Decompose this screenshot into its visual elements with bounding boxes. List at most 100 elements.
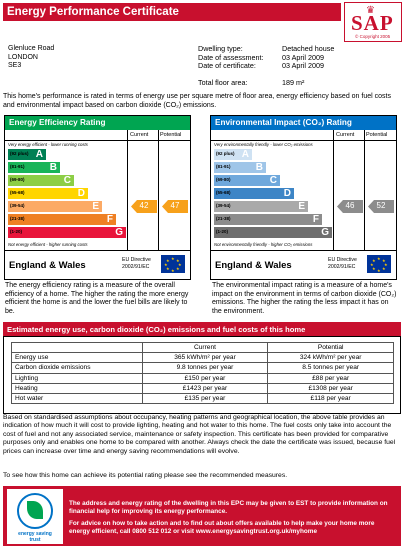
band-c: (69-80) C (8, 175, 74, 186)
eu-directive: EU Directive 2002/91/EC (122, 257, 151, 270)
band-e: (39-54) E (8, 201, 102, 212)
current-column-header: Current (130, 132, 149, 138)
table-cell: 8.5 tonnes per year (267, 362, 394, 374)
table-header-cell (11, 341, 143, 354)
band-letter: D (77, 188, 85, 199)
potential-column-header: Potential (160, 132, 182, 138)
table-row: Hot water £135 per year £118 per year (11, 392, 394, 405)
band-range: (39-54) (216, 203, 231, 208)
environment-footer: England & Wales EU Directive 2002/91/EC … (211, 250, 396, 280)
table-cell: Hot water (11, 392, 143, 405)
table-row: Heating £1423 per year £1308 per year (11, 382, 394, 394)
table-cell: Energy use (11, 352, 143, 364)
table-row: Energy use 365 kWh/m² per year 324 kWh/m² … (11, 352, 394, 364)
band-letter: A (241, 149, 249, 160)
eu-flag-icon: ★ ★ ★ ★ ★ ★ ★ ★ (161, 255, 185, 273)
environmental-impact-title: Environmental Impact (CO₂) Rating (211, 116, 396, 130)
dwelling-type-value: Detached house (282, 44, 335, 53)
band-b: (81-91) B (214, 162, 266, 173)
environment-potential-pointer: 52 (368, 200, 394, 213)
band-f: (21-38) F (214, 214, 322, 225)
table-cell: £135 per year (141, 392, 269, 405)
band-range: (92 plus) (216, 151, 235, 156)
band-e: (39-54) E (214, 201, 308, 212)
band-range: (81-91) (216, 164, 231, 169)
address-line-1: Glenluce Road (8, 45, 55, 52)
costs-table: Current Potential Energy use 365 kWh/m² per… (11, 341, 394, 405)
table-cell: 9.8 tonnes per year (141, 362, 269, 374)
assessment-date-label: Date of assessment: (198, 53, 264, 62)
efficiency-potential-value: 47 (170, 201, 180, 210)
inefficient-note: Not energy efficient - higher running co… (8, 242, 88, 247)
environmental-impact-rating: Environmental Impact (CO₂) Rating Curren… (210, 115, 397, 280)
certificate-date-label: Date of certificate: (198, 61, 256, 70)
band-a: (92 plus) A (214, 149, 252, 160)
efficiency-chart: Current Potential Very energy efficient … (5, 130, 190, 250)
band-range: (39-54) (10, 203, 25, 208)
sap-logo-text: SAP (351, 11, 394, 35)
efficiency-footer: England & Wales EU Directive 2002/91/EC … (5, 250, 190, 280)
environment-explanation: The environmental impact rating is a mea… (212, 282, 397, 315)
energy-efficiency-rating: Energy Efficiency Rating Current Potenti… (4, 115, 191, 280)
table-header-row: Current Potential (11, 341, 394, 354)
floor-area-label: Total floor area: (198, 78, 248, 87)
efficiency-potential-pointer: 47 (162, 200, 188, 213)
band-range: (92 plus) (10, 151, 29, 156)
band-range: (55-68) (216, 190, 231, 195)
band-d: (55-68) D (8, 188, 88, 199)
band-letter: A (35, 149, 43, 160)
intro-text: This home's performance is rated in term… (3, 93, 391, 109)
band-c: (69-80) C (214, 175, 280, 186)
basis-text: Based on standardised assumptions about … (3, 414, 396, 455)
band-range: (69-80) (216, 177, 231, 182)
band-letter: B (255, 162, 263, 173)
est-logo-text: energy saving trust (18, 531, 52, 543)
eu-flag-icon: ★ ★ ★ ★ ★ ★ ★ ★ (367, 255, 391, 273)
band-a: (92 plus) A (8, 149, 46, 160)
band-letter: F (106, 214, 113, 225)
band-letter: G (321, 227, 329, 238)
unfriendly-note: Not environmentally friendly - higher CO… (214, 242, 313, 247)
energy-saving-trust-box: energy saving trust The address and ener… (3, 486, 401, 546)
table-header-cell: Current (141, 341, 269, 354)
table-cell: Lighting (11, 372, 143, 384)
band-range: (1-20) (216, 229, 229, 234)
band-f: (21-38) F (8, 214, 116, 225)
band-range: (21-38) (10, 216, 25, 221)
environment-current-pointer: 46 (337, 200, 363, 213)
costs-title: Estimated energy use, carbon dioxide (CO… (3, 322, 401, 336)
sap-logo: ♛ SAP © Copyright 2005 (344, 2, 402, 42)
band-letter: D (283, 188, 291, 199)
table-cell: £1308 per year (267, 382, 394, 394)
band-g: (1-20) G (8, 227, 126, 238)
band-letter: G (115, 227, 123, 238)
band-range: (55-68) (10, 190, 25, 195)
eu-directive: EU Directive 2002/91/EC (328, 257, 357, 270)
country-label: England & Wales (9, 260, 86, 271)
table-cell: 324 kWh/m² per year (267, 352, 394, 364)
address-line-3: SE3 (8, 62, 22, 69)
band-b: (81-91) B (8, 162, 60, 173)
costs-table-box: Current Potential Energy use 365 kWh/m² per… (3, 336, 401, 414)
band-range: (81-91) (10, 164, 25, 169)
band-range: (21-38) (216, 216, 231, 221)
est-advice-text: For advice on how to take action and to … (69, 520, 375, 535)
band-letter: E (92, 201, 99, 212)
band-range: (1-20) (10, 229, 23, 234)
environment-potential-value: 52 (376, 201, 386, 210)
table-header-cell: Potential (267, 341, 394, 354)
table-cell: £150 per year (141, 372, 269, 384)
band-g: (1-20) G (214, 227, 332, 238)
recommendation-note: To see how this home can achieve its pot… (3, 472, 288, 479)
band-letter: F (312, 214, 319, 225)
certificate-date-value: 03 April 2009 (282, 61, 324, 70)
table-cell: £118 per year (267, 392, 394, 405)
potential-column-header: Potential (366, 132, 388, 138)
environment-chart: Current Potential Very environmentally f… (211, 130, 396, 250)
table-cell: £1423 per year (141, 382, 269, 394)
efficiency-explanation: The energy efficiency rating is a measur… (5, 282, 189, 315)
country-label: England & Wales (215, 260, 292, 271)
band-d: (55-68) D (214, 188, 294, 199)
table-row: Lighting £150 per year £88 per year (11, 372, 394, 384)
